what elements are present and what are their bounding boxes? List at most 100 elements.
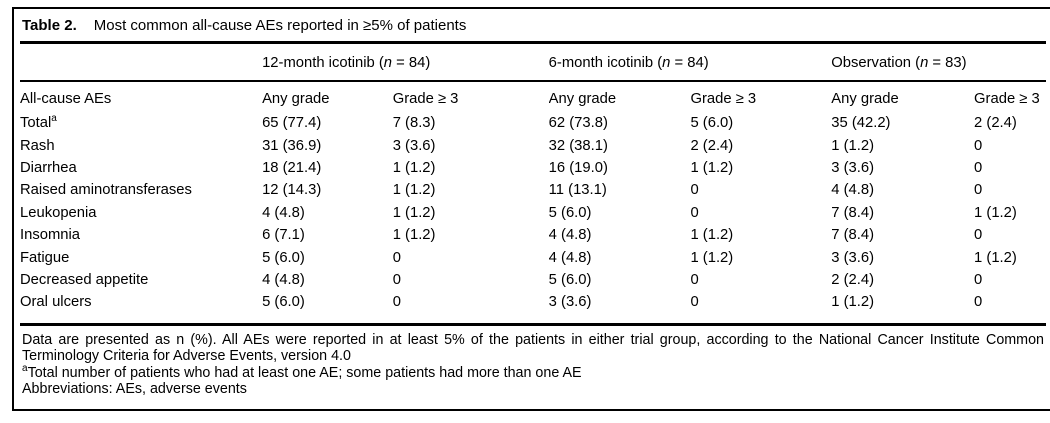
cell-value: 3 (3.6) [831,159,875,176]
cell-value: 1 (1.2) [690,227,734,244]
cell-value: 1 (1.2) [392,182,436,199]
table-row-total: Totala 65 (77.4) 7 (8.3) 62 (73.8) 5 (6.… [20,112,1046,134]
cell-value: 4 (4.8) [262,271,305,288]
ae-label: Diarrhea [20,159,77,176]
ae-label: Fatigue [20,249,70,266]
column-header-grade3-1: Grade ≥ 3 [392,91,459,107]
cell-value: 4 (4.8) [548,249,592,266]
group-header-6-month: 6-month icotinib (n = 84) [548,44,832,82]
cell-value: 11 (13.1) [548,182,607,199]
ae-label: Decreased appetite [20,271,149,288]
cell-value: 1 (1.2) [690,159,734,176]
cell-value: 5 (6.0) [262,249,305,266]
table-title: Most common all-cause AEs reported in ≥5… [93,17,467,34]
n-variable: n [662,55,671,71]
cell-value: 0 [690,182,699,199]
ae-label: Oral ulcers [20,294,92,311]
cell-value: 2 (2.4) [690,137,734,154]
cell-value: 1 (1.2) [831,294,875,311]
cell-value: 0 [690,271,699,288]
cell-value: 7 (8.4) [831,227,875,244]
n-variable: n [383,55,393,71]
table-row-oral-ulcers: Oral ulcers 5 (6.0) 0 3 (3.6) 0 1 (1.2) … [20,291,1046,313]
column-header-any-grade-1: Any grade [262,91,330,107]
cell-value: 1 (1.2) [690,249,734,266]
cell-value: 5 (6.0) [548,271,592,288]
cell-value: 3 (3.6) [392,137,436,154]
footnote-a-marker: a [22,362,28,374]
cell-value: 4 (4.8) [262,204,305,221]
footnote-a: aTotal number of patients who had at lea… [22,362,582,381]
cell-value: 6 (7.1) [262,227,305,244]
column-header-any-grade-2: Any grade [548,91,617,107]
table-row-decreased-appetite: Decreased appetite 4 (4.8) 0 5 (6.0) 0 2… [20,269,1046,291]
cell-value: 0 [974,227,983,244]
cell-value: 1 (1.2) [831,137,875,154]
table-row-raised-aminotransferases: Raised aminotransferases 12 (14.3) 1 (1.… [20,179,1046,201]
table-2-container: Table 2. Most common all-cause AEs report… [12,7,1050,411]
ae-label: Totala [20,113,57,132]
footnote-marker-a: a [51,113,57,125]
cell-value: 5 (6.0) [262,294,305,311]
group-header-observation: Observation (n = 83) [831,44,1046,82]
cell-value: 0 [974,271,983,288]
table-footnotes: Data are presented as n (%). All AEs wer… [20,322,1046,398]
cell-value: 31 (36.9) [262,137,322,154]
column-header-grade3-3: Grade ≥ 3 [974,91,1040,107]
cell-value: 3 (3.6) [548,294,592,311]
cell-value: 4 (4.8) [831,182,875,199]
table-row-leukopenia: Leukopenia 4 (4.8) 1 (1.2) 5 (6.0) 0 7 (… [20,202,1046,224]
group-header-12-month: 12-month icotinib (n = 84) [262,44,549,82]
cell-value: 0 [974,182,983,199]
table-number: Table 2. [22,17,77,34]
table-row-fatigue: Fatigue 5 (6.0) 0 4 (4.8) 1 (1.2) 3 (3.6… [20,246,1046,268]
ae-label: Rash [20,137,55,154]
ae-label: Insomnia [20,227,81,244]
cell-value: 0 [392,294,401,311]
cell-value: 0 [974,159,983,176]
column-header-row: All-cause AEs Any grade Grade ≥ 3 Any gr… [20,81,1046,112]
table-caption: Table 2. Most common all-cause AEs report… [20,9,1046,44]
cell-value: 1 (1.2) [974,249,1017,266]
cell-value: 2 (2.4) [974,115,1017,132]
cell-value: 12 (14.3) [262,182,322,199]
group-header-row: 12-month icotinib (n = 84) 6-month icoti… [20,44,1046,82]
cell-value: 35 (42.2) [831,115,891,132]
group-header-empty [20,44,263,82]
cell-value: 3 (3.6) [831,249,875,266]
cell-value: 16 (19.0) [548,159,608,176]
footnote-abbreviations: Abbreviations: AEs, adverse events [22,381,247,398]
n-variable: n [920,55,929,71]
footnote-data-presentation: Data are presented as n (%). All AEs wer… [22,331,1044,365]
cell-value: 62 (73.8) [548,115,608,132]
table-row-diarrhea: Diarrhea 18 (21.4) 1 (1.2) 16 (19.0) 1 (… [20,157,1046,179]
column-header-grade3-2: Grade ≥ 3 [690,91,757,107]
ae-label: Raised aminotransferases [20,182,192,199]
cell-value: 0 [974,294,983,311]
cell-value: 4 (4.8) [548,227,592,244]
cell-value: 32 (38.1) [548,137,608,154]
cell-value: 1 (1.2) [392,204,436,221]
cell-value: 5 (6.0) [690,115,734,132]
cell-value: 0 [690,204,699,221]
cell-value: 1 (1.2) [392,227,436,244]
cell-value: 7 (8.4) [831,204,875,221]
cell-value: 0 [974,137,983,154]
cell-value: 0 [392,249,401,266]
cell-value: 65 (77.4) [262,115,322,132]
cell-value: 1 (1.2) [974,204,1017,221]
table-row-rash: Rash 31 (36.9) 3 (3.6) 32 (38.1) 2 (2.4)… [20,134,1046,156]
column-header-any-grade-3: Any grade [831,91,899,107]
cell-value: 5 (6.0) [548,204,592,221]
cell-value: 18 (21.4) [262,159,322,176]
cell-value: 0 [392,271,401,288]
cell-value: 2 (2.4) [831,271,875,288]
table-row-insomnia: Insomnia 6 (7.1) 1 (1.2) 4 (4.8) 1 (1.2)… [20,224,1046,246]
cell-value: 0 [690,294,699,311]
column-header-label: All-cause AEs [20,91,112,107]
cell-value: 1 (1.2) [392,159,436,176]
adverse-events-table: 12-month icotinib (n = 84) 6-month icoti… [20,44,1046,314]
cell-value: 7 (8.3) [392,115,436,132]
ae-label: Leukopenia [20,204,97,221]
